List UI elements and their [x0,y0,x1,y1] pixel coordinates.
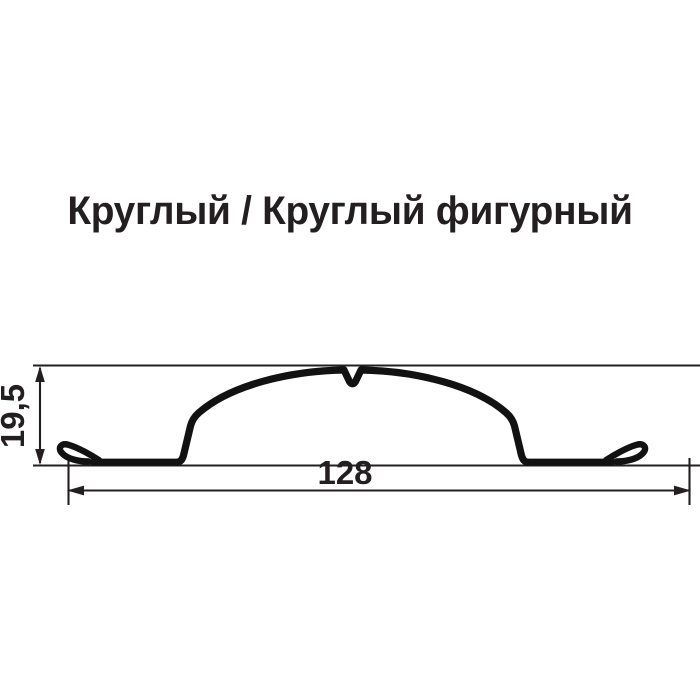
arrowhead-height-bottom [35,449,45,465]
profile-main-outline [89,366,616,466]
arrowhead-width-left [67,485,84,496]
dimension-label-height: 19,5 [0,384,31,448]
dimension-label-width: 128 [317,454,372,491]
arrowhead-height-top [35,366,45,382]
hook-lip-left [56,441,103,465]
dimension-width-group: 128 [67,454,691,505]
page-title: Круглый / Круглый фигурный [67,189,633,233]
arrowhead-width-right [674,485,691,496]
profile-outline-group [56,366,649,466]
hook-lip-right [602,441,649,465]
